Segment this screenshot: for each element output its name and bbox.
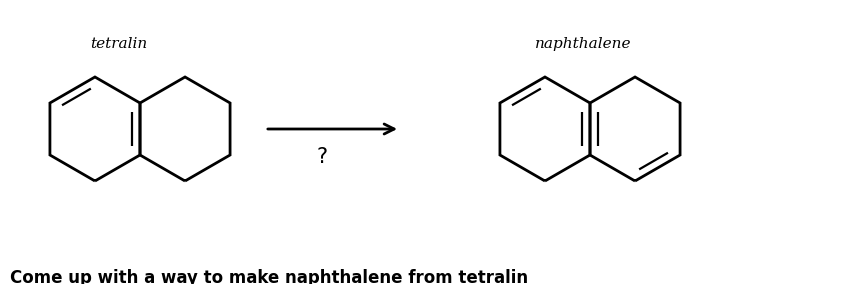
Text: naphthalene: naphthalene — [535, 37, 632, 51]
Text: Come up with a way to make naphthalene from tetralin: Come up with a way to make naphthalene f… — [10, 269, 528, 284]
Text: ?: ? — [317, 147, 328, 167]
Text: tetralin: tetralin — [90, 37, 147, 51]
